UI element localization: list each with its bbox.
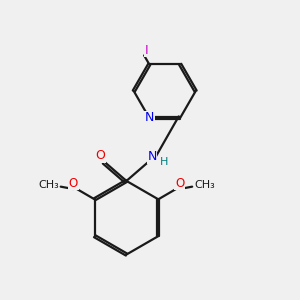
Text: O: O xyxy=(69,177,78,190)
Text: O: O xyxy=(95,149,105,162)
Text: H: H xyxy=(160,157,168,167)
Text: I: I xyxy=(145,44,148,57)
Text: CH₃: CH₃ xyxy=(38,180,59,190)
Text: N: N xyxy=(145,111,154,124)
Text: O: O xyxy=(175,177,184,190)
Text: N: N xyxy=(147,150,157,163)
Text: CH₃: CH₃ xyxy=(194,180,215,190)
